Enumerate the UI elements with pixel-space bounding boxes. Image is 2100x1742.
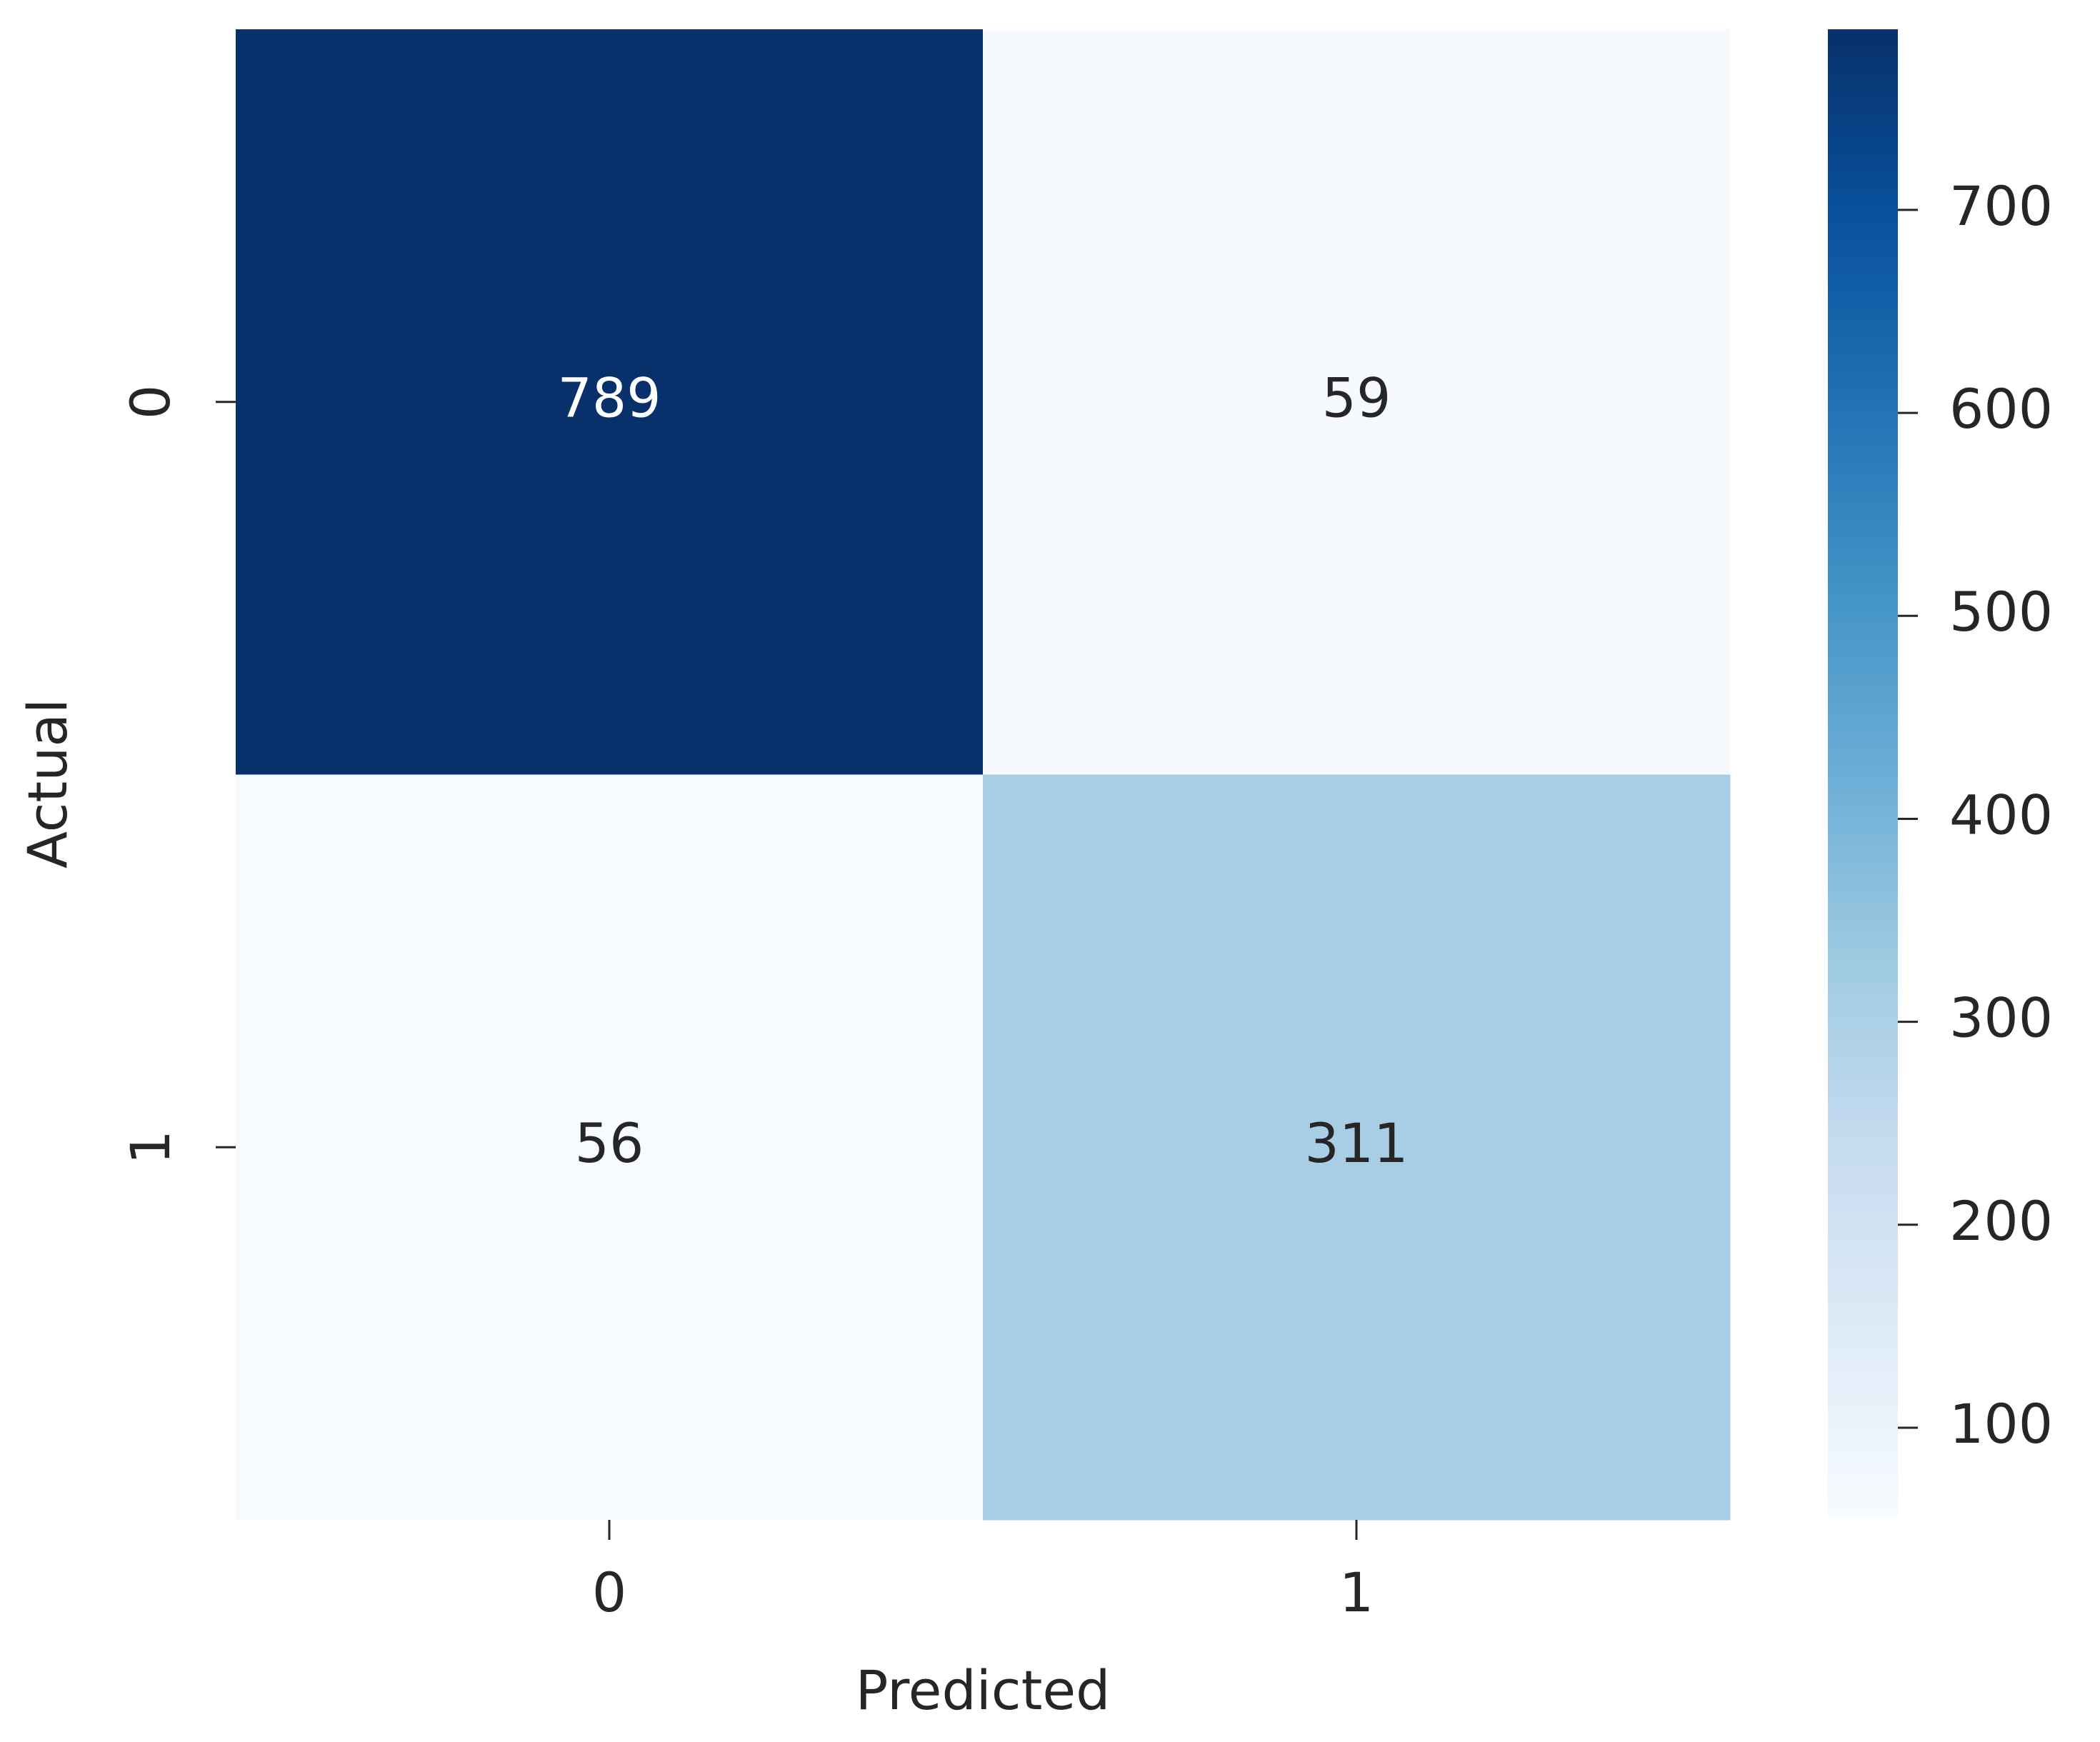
colorbar [1828, 29, 1898, 1517]
cell-label: 789 [557, 366, 661, 430]
y-tick-label: 0 [119, 385, 182, 419]
x-axis-label: Predicted [856, 1658, 1111, 1722]
colorbar-tick-label: 400 [1949, 783, 2053, 846]
cell-label: 56 [575, 1111, 644, 1175]
heatmap-cell [236, 774, 984, 1521]
heatmap-cell [983, 29, 1731, 775]
colorbar-tick-label: 200 [1949, 1189, 2053, 1253]
colorbar-tick-label: 100 [1949, 1392, 2053, 1456]
x-tick-label: 0 [592, 1561, 626, 1624]
colorbar-tick-label: 600 [1949, 377, 2053, 441]
x-tick-label: 1 [1339, 1561, 1374, 1624]
heatmap-cell [983, 774, 1731, 1521]
heatmap-cell [236, 29, 984, 775]
y-axis-label: Actual [16, 699, 79, 869]
colorbar-tick-label: 500 [1949, 580, 2053, 644]
y-tick-label: 1 [119, 1130, 182, 1164]
cell-label: 311 [1304, 1111, 1408, 1175]
cell-label: 59 [1322, 366, 1391, 430]
colorbar-tick-label: 300 [1949, 986, 2053, 1050]
colorbar-tick-label: 700 [1949, 174, 2053, 238]
